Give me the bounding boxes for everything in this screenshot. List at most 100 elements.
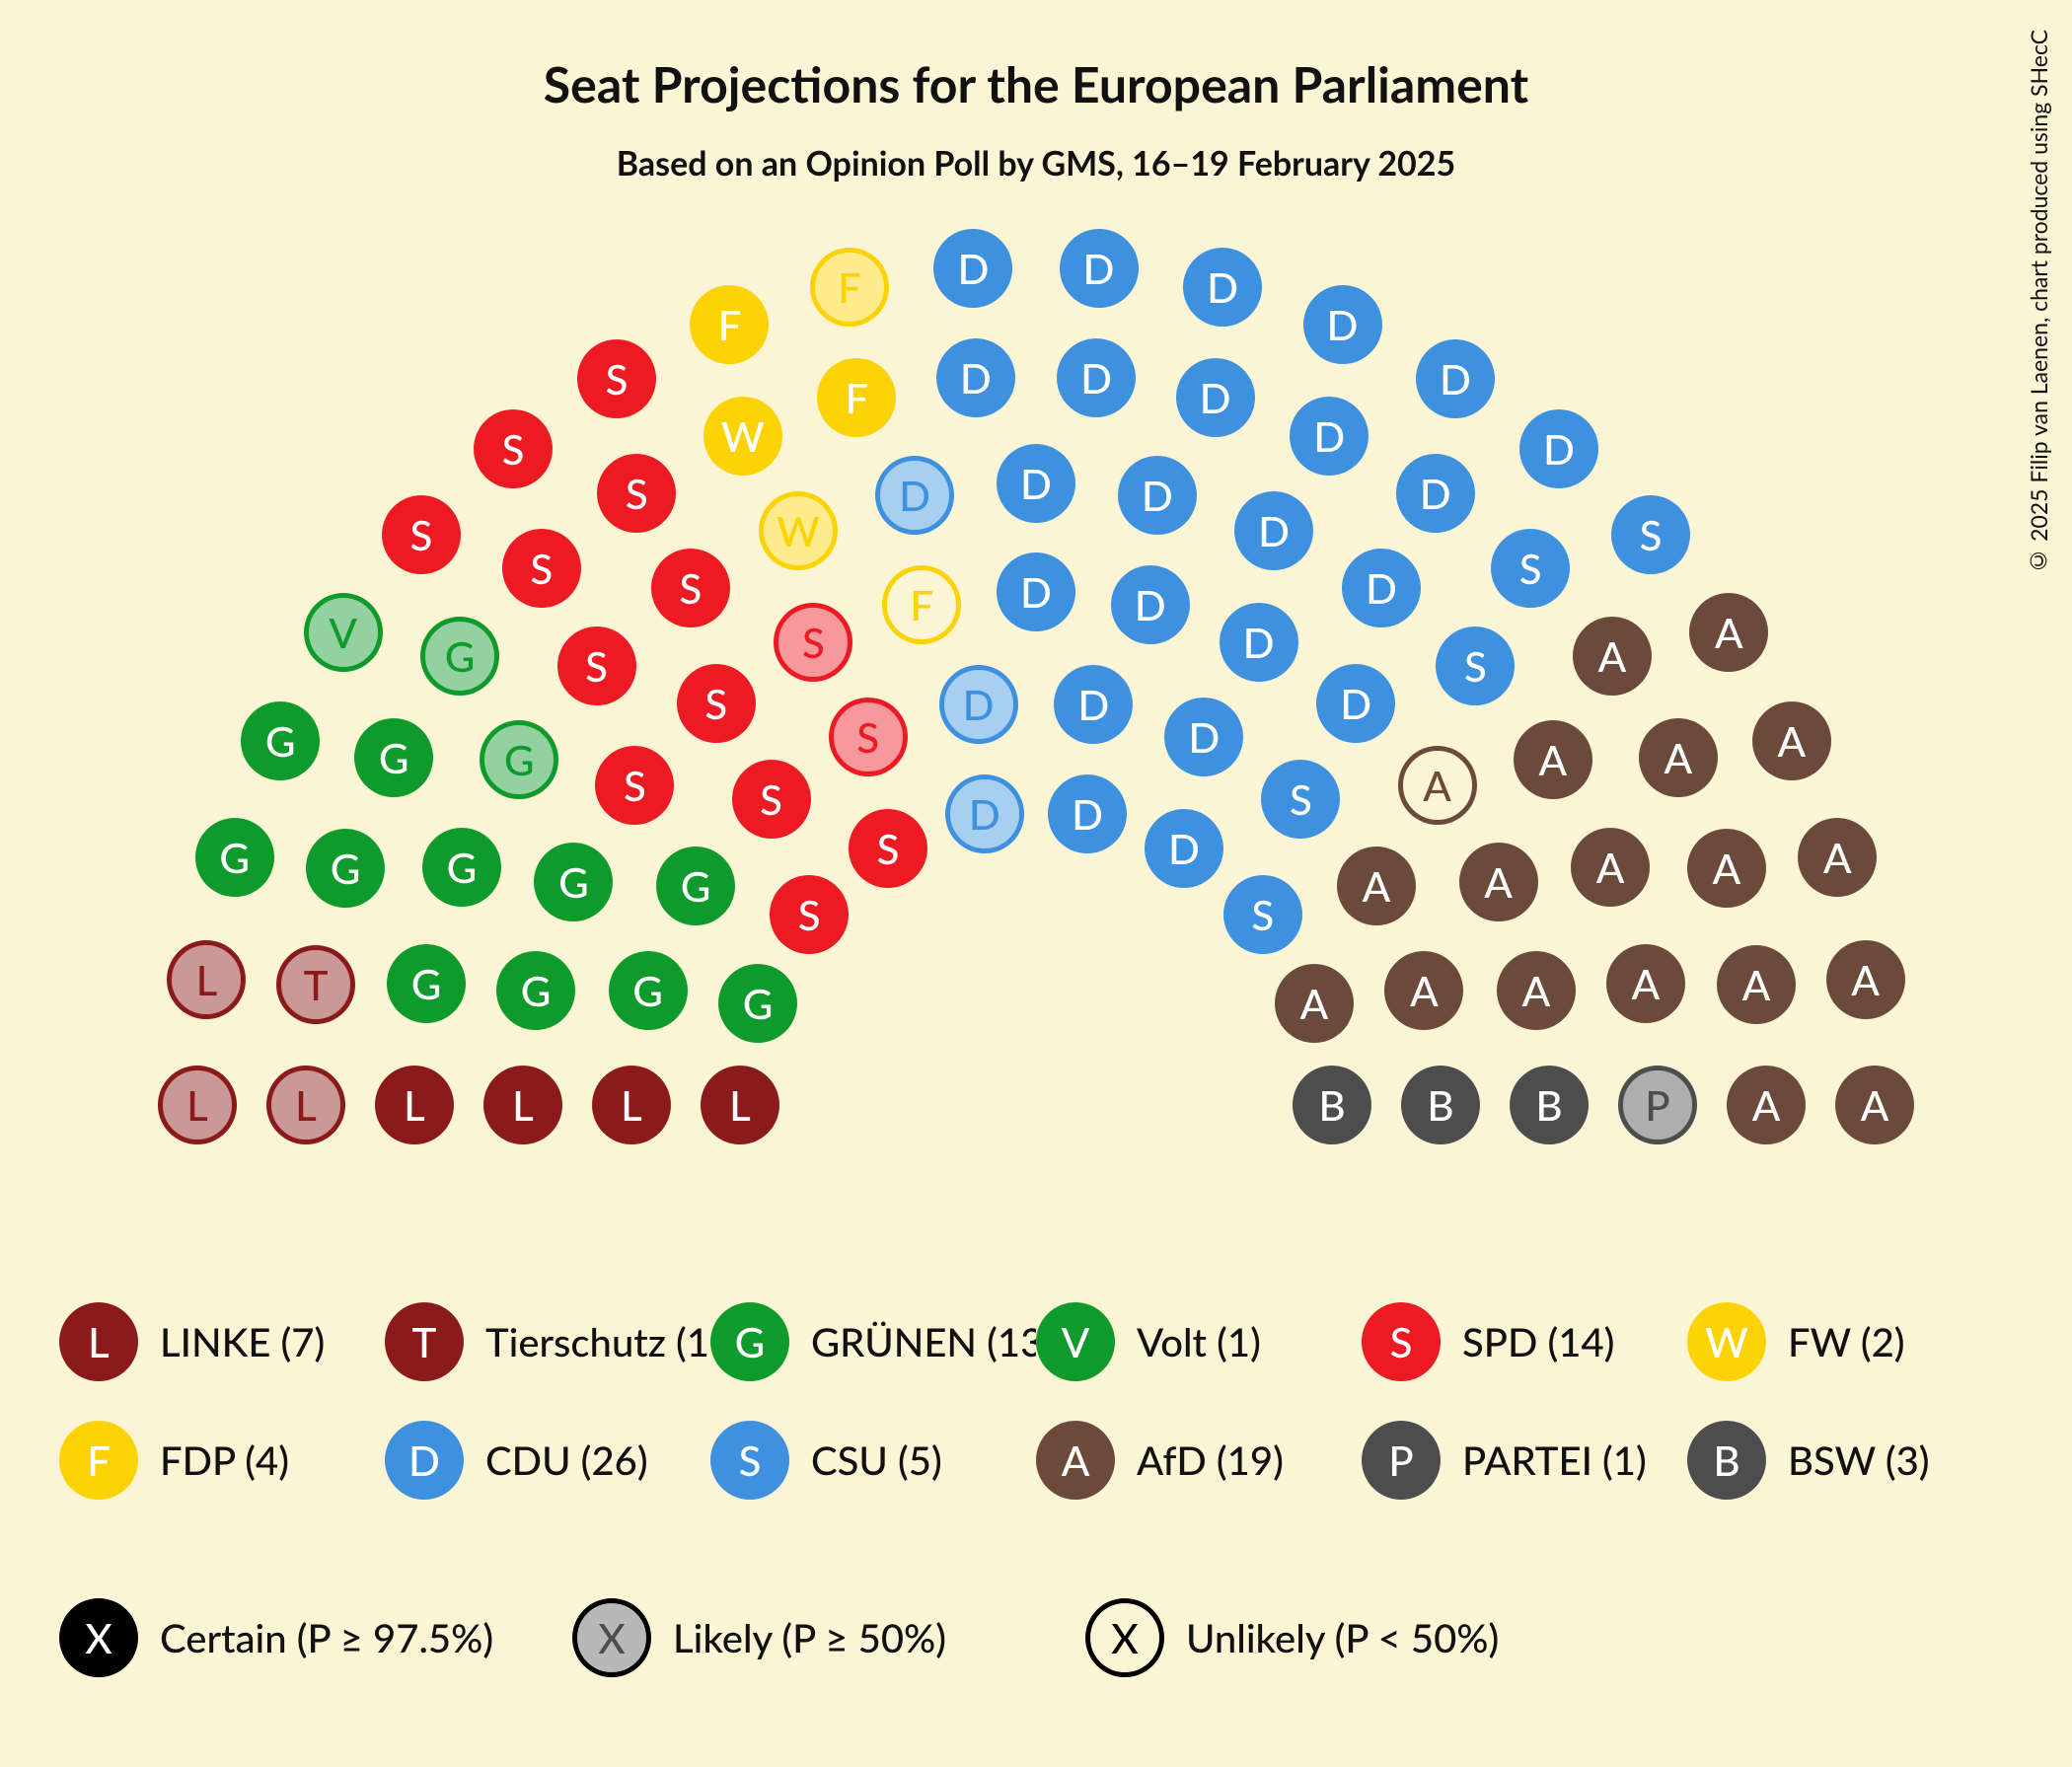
seat-afd: A — [1717, 945, 1796, 1024]
seat-tierschutz: T — [276, 945, 355, 1024]
legend-label: LINKE (7) — [160, 1318, 325, 1365]
seat-spd: S — [577, 339, 656, 418]
chart-title: Seat Projections for the European Parlia… — [0, 54, 2072, 113]
seat-cdu: D — [1519, 409, 1598, 488]
prob-legend-label: Likely (P ≥ 50%) — [673, 1614, 946, 1661]
seat-spd: S — [597, 454, 676, 533]
seat-csu: S — [1491, 529, 1570, 608]
seat-cdu: D — [997, 444, 1075, 523]
seat-afd: A — [1727, 1066, 1806, 1144]
seat-fdp: F — [817, 358, 896, 437]
legend-item-tierschutz: T Tierschutz (1) — [385, 1302, 710, 1381]
seat-grünen: G — [241, 701, 320, 780]
chart-subtitle: Based on an Opinion Poll by GMS, 16–19 F… — [0, 143, 2072, 184]
seat-afd: A — [1514, 720, 1592, 799]
hemicycle: LLLLLLLTGGGGGGGGGGGGVGSSSSSSSSSSSSSSWWFF… — [0, 207, 2072, 1194]
legend-swatch-fw: W — [1687, 1302, 1766, 1381]
probability-legend: XCertain (P ≥ 97.5%)XLikely (P ≥ 50%)XUn… — [59, 1598, 2013, 1677]
seat-spd: S — [849, 809, 927, 888]
seat-linke: L — [266, 1066, 345, 1144]
legend-label: FW (2) — [1788, 1318, 1905, 1365]
seat-csu: S — [1436, 626, 1515, 705]
legend-label: CDU (26) — [485, 1436, 648, 1484]
legend-swatch-grünen: G — [710, 1302, 789, 1381]
seat-cdu: D — [1316, 664, 1395, 743]
legend-swatch-tierschutz: T — [385, 1302, 464, 1381]
legend-item-cdu: D CDU (26) — [385, 1421, 710, 1500]
seat-afd: A — [1384, 951, 1463, 1030]
seat-afd: A — [1687, 829, 1766, 908]
seat-spd: S — [829, 698, 908, 776]
seat-fw: W — [703, 397, 782, 476]
seat-linke: L — [483, 1066, 562, 1144]
seat-cdu: D — [933, 229, 1012, 308]
legend-item-linke: L LINKE (7) — [59, 1302, 385, 1381]
prob-legend-label: Unlikely (P < 50%) — [1186, 1614, 1499, 1661]
seat-spd: S — [595, 746, 674, 825]
seat-cdu: D — [1048, 774, 1127, 853]
legend-label: PARTEI (1) — [1462, 1436, 1647, 1484]
seat-grünen: G — [718, 964, 797, 1043]
legend-item-fdp: FFDP (4) — [59, 1421, 385, 1500]
seat-afd: A — [1826, 940, 1905, 1019]
seat-linke: L — [375, 1066, 454, 1144]
legend-label: Volt (1) — [1137, 1318, 1261, 1365]
seat-cdu: D — [1145, 809, 1223, 888]
seat-cdu: D — [1054, 665, 1133, 744]
seat-bsw: B — [1401, 1066, 1480, 1144]
prob-legend-likely: XLikely (P ≥ 50%) — [572, 1598, 1085, 1677]
seat-spd: S — [502, 529, 581, 608]
prob-legend-unlikely: X Unlikely (P < 50%) — [1085, 1598, 1598, 1677]
seat-cdu: D — [1416, 339, 1495, 418]
seat-cdu: D — [997, 552, 1075, 631]
seat-cdu: D — [1111, 565, 1190, 644]
seat-fdp: F — [882, 565, 961, 644]
seat-fw: W — [759, 491, 838, 570]
seat-afd: A — [1571, 828, 1650, 907]
seat-cdu: D — [1060, 229, 1139, 308]
seat-cdu: D — [1396, 454, 1475, 533]
seat-fdp: F — [690, 285, 769, 364]
seat-afd: A — [1275, 964, 1354, 1043]
legend-label: Tierschutz (1) — [485, 1318, 710, 1365]
seat-cdu: D — [1342, 549, 1421, 627]
seat-afd: A — [1459, 843, 1538, 921]
seat-cdu: D — [1164, 698, 1243, 776]
legend-swatch-linke: L — [59, 1302, 138, 1381]
seat-fdp: F — [810, 248, 889, 327]
seat-spd: S — [557, 626, 636, 705]
seat-partei: P — [1618, 1066, 1697, 1144]
seat-csu: S — [1611, 495, 1690, 574]
party-legend: L LINKE (7) T Tierschutz (1)G GRÜNEN (13)VVo… — [59, 1302, 2013, 1539]
legend-swatch-spd: S — [1362, 1302, 1441, 1381]
seat-grünen: G — [609, 951, 688, 1030]
seat-grünen: G — [420, 617, 499, 696]
seat-linke: L — [167, 940, 246, 1019]
legend-item-volt: VVolt (1) — [1036, 1302, 1362, 1381]
seat-grünen: G — [480, 720, 558, 799]
legend-swatch-cdu: D — [385, 1421, 464, 1500]
legend-label: BSW (3) — [1788, 1436, 1930, 1484]
seat-spd: S — [474, 409, 553, 488]
seat-cdu: D — [1057, 338, 1136, 417]
legend-swatch-csu: S — [710, 1421, 789, 1500]
seat-spd: S — [774, 603, 852, 682]
seat-cdu: D — [936, 338, 1015, 417]
seat-linke: L — [592, 1066, 671, 1144]
seat-cdu: D — [875, 456, 954, 535]
seat-csu: S — [1261, 760, 1340, 839]
seat-cdu: D — [1176, 358, 1255, 437]
legend-swatch-partei: P — [1362, 1421, 1441, 1500]
seat-afd: A — [1798, 818, 1877, 897]
seat-linke: L — [701, 1066, 779, 1144]
prob-legend-certain: XCertain (P ≥ 97.5%) — [59, 1598, 572, 1677]
prob-swatch-certain: X — [59, 1598, 138, 1677]
prob-swatch-unlikely: X — [1085, 1598, 1164, 1677]
legend-label: GRÜNEN (13) — [811, 1318, 1036, 1365]
seat-spd: S — [382, 495, 461, 574]
legend-label: SPD (14) — [1462, 1318, 1614, 1365]
seat-cdu: D — [939, 665, 1018, 744]
seat-cdu: D — [1290, 397, 1369, 476]
legend-item-csu: SCSU (5) — [710, 1421, 1036, 1500]
seat-grünen: G — [387, 944, 466, 1023]
